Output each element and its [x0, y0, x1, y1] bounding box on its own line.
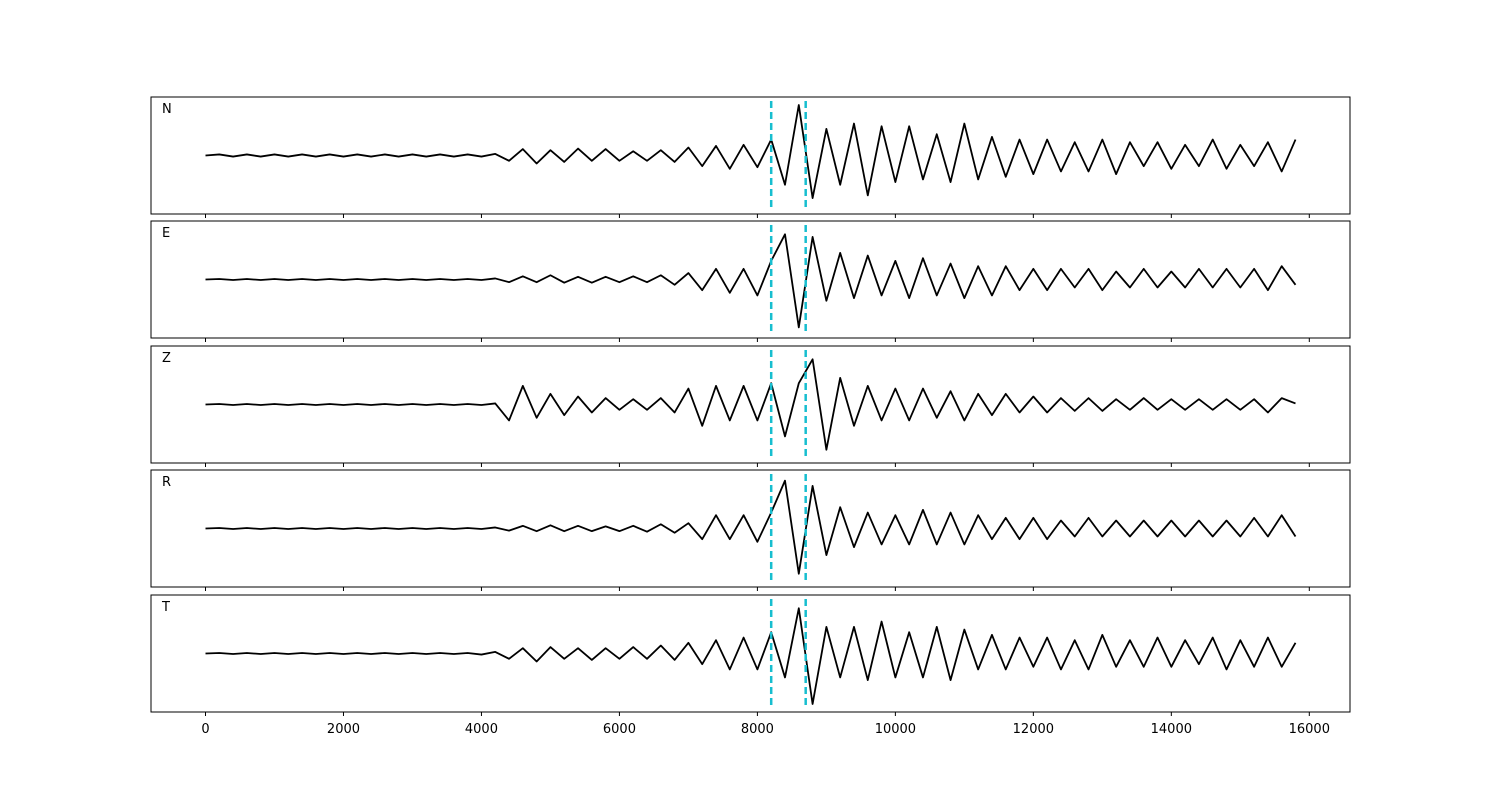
- waveform: [205, 479, 1297, 575]
- panel-label: Z: [162, 351, 171, 366]
- x-tick-label: 16000: [1289, 722, 1330, 737]
- panel-label: E: [162, 226, 170, 241]
- x-tick-label: 0: [201, 722, 209, 737]
- panel-label: N: [162, 102, 172, 117]
- panel-label: T: [161, 600, 170, 615]
- panel-frame: [150, 96, 1351, 215]
- x-tick-label: 8000: [741, 722, 774, 737]
- panel-frame: [150, 469, 1351, 588]
- panel-frame: [150, 594, 1351, 713]
- x-tick-label: 10000: [875, 722, 916, 737]
- x-tick-label: 6000: [603, 722, 636, 737]
- x-tick-label: 12000: [1013, 722, 1054, 737]
- x-tick-label: 14000: [1151, 722, 1192, 737]
- panel-frame: [150, 345, 1351, 464]
- panel-frame: [150, 220, 1351, 339]
- x-tick-label: 4000: [465, 722, 498, 737]
- x-tick-label: 2000: [327, 722, 360, 737]
- waveform: [205, 607, 1297, 705]
- waveform: [205, 104, 1297, 199]
- waveform: [205, 233, 1297, 329]
- panel-label: R: [162, 475, 171, 490]
- waveform: [205, 358, 1296, 451]
